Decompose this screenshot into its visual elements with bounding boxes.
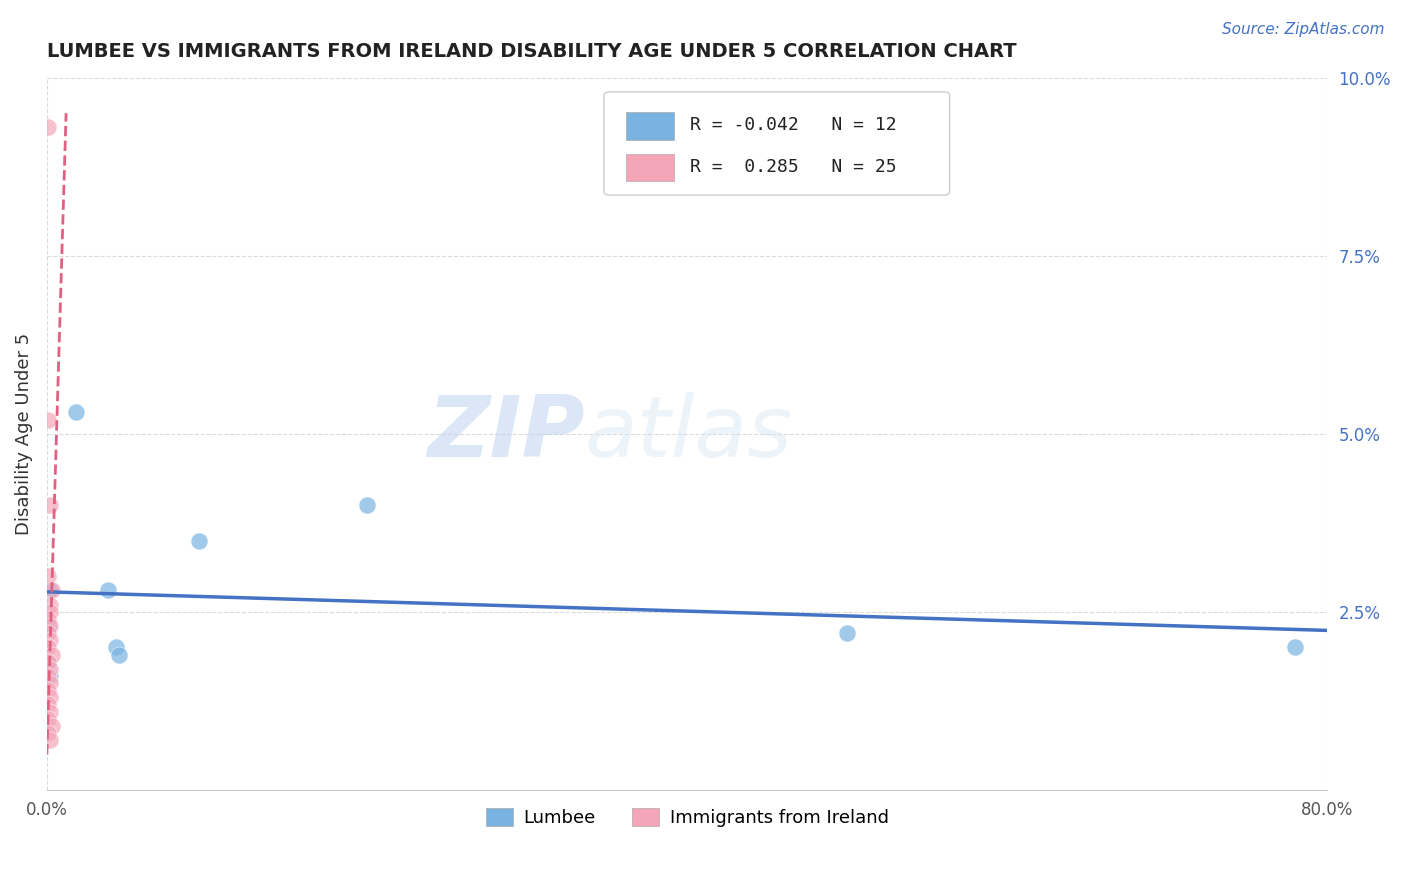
Point: [41, 719, 63, 733]
Point: [39, 705, 62, 719]
Point: [37, 412, 59, 426]
Y-axis label: Disability Age Under 5: Disability Age Under 5: [15, 333, 32, 535]
Point: [97, 583, 120, 598]
Text: atlas: atlas: [585, 392, 793, 475]
FancyBboxPatch shape: [605, 92, 949, 195]
Text: Source: ZipAtlas.com: Source: ZipAtlas.com: [1222, 22, 1385, 37]
Point: [37, 669, 59, 683]
Text: R = -0.042   N = 12: R = -0.042 N = 12: [690, 116, 896, 135]
Point: [39, 662, 62, 676]
Point: [1284, 640, 1306, 655]
Point: [39, 605, 62, 619]
Point: [187, 533, 209, 548]
Point: [37, 683, 59, 698]
Point: [104, 640, 127, 655]
Point: [37, 655, 59, 669]
Text: R =  0.285   N = 25: R = 0.285 N = 25: [690, 158, 896, 176]
Point: [37, 640, 59, 655]
Point: [39, 669, 62, 683]
Point: [39, 598, 62, 612]
Point: [356, 498, 378, 512]
Point: [837, 626, 859, 640]
Point: [37, 612, 59, 626]
Point: [37, 726, 59, 740]
Point: [37, 120, 59, 135]
Legend: Lumbee, Immigrants from Ireland: Lumbee, Immigrants from Ireland: [478, 800, 896, 834]
Point: [65, 405, 87, 419]
Point: [39, 690, 62, 705]
Point: [37, 569, 59, 583]
Point: [39, 498, 62, 512]
Point: [39, 676, 62, 690]
Point: [41, 583, 63, 598]
Text: LUMBEE VS IMMIGRANTS FROM IRELAND DISABILITY AGE UNDER 5 CORRELATION CHART: LUMBEE VS IMMIGRANTS FROM IRELAND DISABI…: [46, 42, 1017, 61]
Point: [37, 712, 59, 726]
Point: [39, 633, 62, 648]
Point: [39, 619, 62, 633]
Point: [41, 648, 63, 662]
Text: ZIP: ZIP: [427, 392, 585, 475]
FancyBboxPatch shape: [626, 153, 675, 181]
Point: [37, 655, 59, 669]
Point: [39, 583, 62, 598]
FancyBboxPatch shape: [626, 112, 675, 139]
Point: [37, 626, 59, 640]
Point: [39, 733, 62, 747]
Point: [108, 648, 131, 662]
Point: [37, 619, 59, 633]
Point: [37, 698, 59, 712]
